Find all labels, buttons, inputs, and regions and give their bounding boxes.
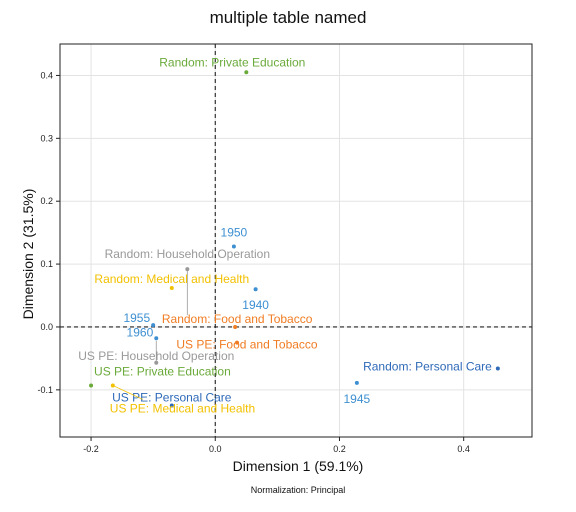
point-label: Random: Food and Tobacco [162,312,313,326]
point-label: Random: Personal Care [363,359,492,373]
data-point [151,323,156,328]
point-label: 1960 [127,325,154,339]
y-axis-label: Dimension 2 (31.5%) [20,188,36,320]
data-point [495,366,500,371]
y-tick-label: 0.3 [40,133,53,143]
data-point [354,380,359,385]
data-point [185,267,190,272]
data-point [110,383,115,388]
x-tick-label: 0.4 [457,444,470,454]
plot-border [59,43,533,438]
y-tick-label: 0.4 [40,70,53,80]
y-tick-label: 0.1 [40,259,53,269]
data-point [154,360,159,365]
data-point [235,340,239,345]
point-label: Random: Medical and Health [94,272,249,286]
point-label: US PE: Household Operation [78,349,234,363]
data-point [154,336,159,341]
point-label: 1955 [123,311,150,325]
label-leader-line [112,385,143,400]
point-label: Random: Household Operation [105,247,270,261]
data-point [231,244,236,249]
point-label: 1950 [221,225,248,239]
y-tick-label: -0.1 [37,385,53,395]
point-label: 1940 [242,298,269,312]
x-tick-label: 0.0 [209,444,222,454]
data-point [169,285,174,290]
point-label: US PE: Medical and Health [110,401,255,415]
normalization-caption: Normalization: Principal [250,485,346,495]
x-axis-label: Dimension 1 (59.1%) [232,458,364,474]
data-point [169,403,174,408]
point-label: US PE: Private Education [94,364,231,378]
data-point [233,324,238,329]
point-label: Random: Private Education [159,55,305,69]
y-tick-label: 0.2 [40,196,53,206]
chart-title: multiple table named [209,8,367,27]
x-tick-label: 0.2 [333,444,346,454]
y-tick-label: 0.0 [40,322,53,332]
x-tick-label: -0.2 [83,444,99,454]
data-point [253,287,258,292]
data-point [89,383,94,388]
data-point [244,70,249,75]
point-label: 1945 [344,392,371,406]
point-label: US PE: Food and Tobacco [176,338,318,352]
point-label: US PE: Personal Care [112,391,232,405]
